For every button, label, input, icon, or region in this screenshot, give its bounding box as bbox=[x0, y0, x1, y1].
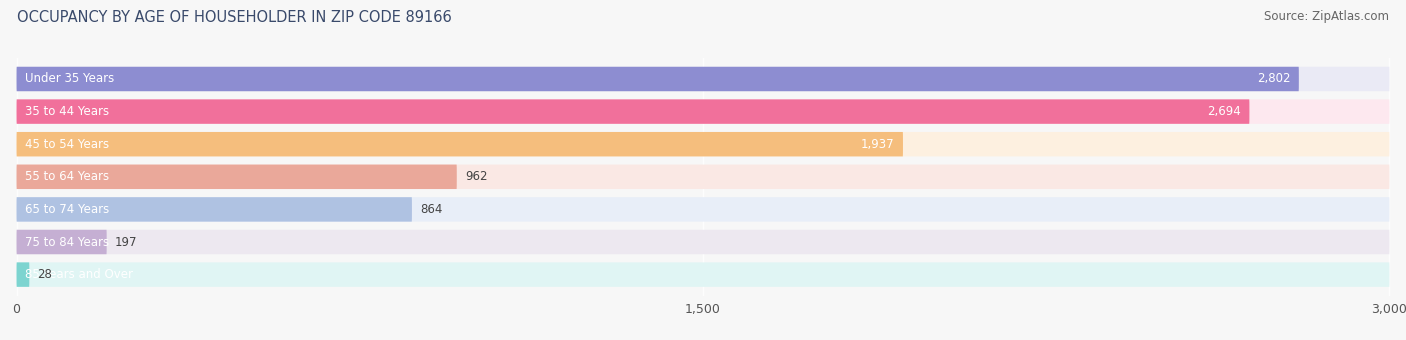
FancyBboxPatch shape bbox=[17, 132, 903, 156]
Text: 65 to 74 Years: 65 to 74 Years bbox=[25, 203, 110, 216]
FancyBboxPatch shape bbox=[17, 197, 1389, 222]
FancyBboxPatch shape bbox=[17, 262, 1389, 287]
Text: 962: 962 bbox=[465, 170, 488, 183]
Text: 35 to 44 Years: 35 to 44 Years bbox=[25, 105, 108, 118]
FancyBboxPatch shape bbox=[17, 67, 1389, 91]
Text: 2,694: 2,694 bbox=[1208, 105, 1241, 118]
Text: 55 to 64 Years: 55 to 64 Years bbox=[25, 170, 108, 183]
Text: 75 to 84 Years: 75 to 84 Years bbox=[25, 236, 108, 249]
Text: 45 to 54 Years: 45 to 54 Years bbox=[25, 138, 108, 151]
FancyBboxPatch shape bbox=[17, 165, 1389, 189]
FancyBboxPatch shape bbox=[17, 197, 412, 222]
FancyBboxPatch shape bbox=[17, 99, 1250, 124]
FancyBboxPatch shape bbox=[17, 165, 457, 189]
Text: 197: 197 bbox=[115, 236, 138, 249]
Text: Source: ZipAtlas.com: Source: ZipAtlas.com bbox=[1264, 10, 1389, 23]
Text: Under 35 Years: Under 35 Years bbox=[25, 72, 114, 85]
FancyBboxPatch shape bbox=[17, 67, 1299, 91]
FancyBboxPatch shape bbox=[17, 132, 1389, 156]
Text: OCCUPANCY BY AGE OF HOUSEHOLDER IN ZIP CODE 89166: OCCUPANCY BY AGE OF HOUSEHOLDER IN ZIP C… bbox=[17, 10, 451, 25]
FancyBboxPatch shape bbox=[17, 262, 30, 287]
Text: 85 Years and Over: 85 Years and Over bbox=[25, 268, 132, 281]
Text: 1,937: 1,937 bbox=[860, 138, 894, 151]
Text: 864: 864 bbox=[420, 203, 443, 216]
FancyBboxPatch shape bbox=[17, 230, 1389, 254]
Text: 2,802: 2,802 bbox=[1257, 72, 1291, 85]
FancyBboxPatch shape bbox=[17, 230, 107, 254]
FancyBboxPatch shape bbox=[17, 99, 1389, 124]
Text: 28: 28 bbox=[38, 268, 52, 281]
